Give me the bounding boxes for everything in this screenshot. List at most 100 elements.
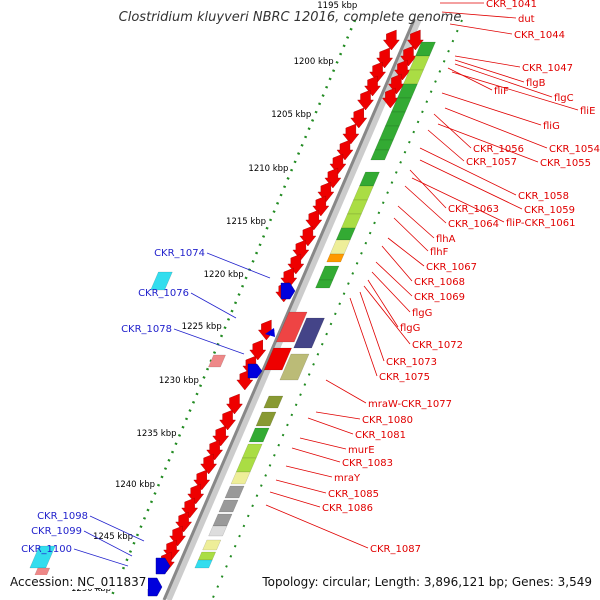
cog-box (202, 539, 222, 551)
gene-arrow-blue (155, 557, 171, 575)
map-title: Clostridium kluyveri NBRC 12016, complet… (0, 10, 600, 25)
leader-line (447, 67, 493, 91)
tick-label: 1195 kbp (317, 1, 357, 11)
tick-label: 1205 kbp (271, 110, 311, 120)
leader-line (444, 107, 548, 149)
cog-box (194, 559, 213, 569)
tick-label: 1200 kbp (294, 57, 334, 67)
leader-line (441, 11, 517, 19)
gene-arrow-blue (147, 577, 163, 597)
gene-arrow-red (357, 89, 374, 111)
cog-box (315, 279, 334, 289)
leader-line (269, 491, 321, 508)
cog-box (385, 111, 406, 127)
cog-box (263, 347, 292, 371)
tick-label: 1250 kbp (71, 584, 111, 594)
gene-label: flgB (526, 78, 546, 89)
gene-label: CKR_1074 (154, 248, 205, 259)
tick-label: 1240 kbp (115, 480, 155, 490)
cog-box (397, 83, 418, 99)
cog-box (359, 171, 380, 187)
gene-label: mraY (334, 473, 361, 484)
gene-label: murE (348, 445, 375, 456)
leader-line (285, 465, 333, 478)
gene-arrow-blue (247, 363, 263, 379)
leader-line (393, 217, 429, 252)
leader-line (173, 328, 245, 355)
gene-label: fliP-CKR_1061 (506, 218, 575, 229)
gene-label: CKR_1072 (412, 340, 463, 351)
tick-label: 1210 kbp (248, 164, 288, 174)
leader-line (409, 169, 447, 209)
tick-label: 1230 kbp (159, 376, 199, 386)
leader-line (89, 515, 145, 542)
tick-label: 1235 kbp (136, 429, 176, 439)
leader-line (367, 279, 399, 328)
cog-box (241, 443, 263, 459)
gene-label: CKR_1087 (370, 544, 421, 555)
leader-line (291, 447, 341, 463)
gene-label: CKR_1083 (342, 458, 393, 469)
gene-arrow-red (342, 123, 360, 145)
leader-line (359, 291, 385, 362)
gene-arrow-red (249, 339, 267, 361)
leader-line (411, 177, 505, 223)
leader-line (437, 123, 539, 163)
gene-arrow-red (381, 87, 399, 109)
cog-box (370, 149, 390, 161)
gene-label: CKR_1073 (386, 357, 437, 368)
gene-label: CKR_1069 (414, 292, 465, 303)
gene-label: CKR_1078 (121, 324, 172, 335)
leader-line (404, 185, 447, 224)
gene-label: CKR_1085 (328, 489, 379, 500)
gene-label: CKR_1098 (37, 511, 88, 522)
gene-label: CKR_1076 (138, 288, 189, 299)
gene-arrow-red (382, 29, 400, 51)
accession-text: Accession: NC_011837 (8, 575, 149, 589)
gene-label: CKR_1056 (473, 144, 524, 155)
gene-label: CKR_1063 (448, 204, 499, 215)
gene-arrow-red (406, 29, 424, 51)
gene-label: CKR_1055 (540, 158, 591, 169)
gene-label: CKR_1081 (355, 430, 406, 441)
cog-box (415, 41, 436, 57)
cog-box (197, 551, 216, 561)
cog-box (235, 457, 257, 473)
gene-label: flgC (554, 93, 574, 104)
gene-label: CKR_1064 (448, 219, 499, 230)
cog-box (353, 185, 374, 201)
cog-box (218, 499, 239, 513)
leader-line (419, 159, 523, 210)
leader-line (454, 55, 521, 68)
cog-box (212, 513, 233, 527)
gene-label: dut (518, 14, 535, 25)
summary-text: Topology: circular; Length: 3,896,121 bp… (260, 575, 594, 589)
leader-line (454, 59, 525, 83)
leader-line (371, 271, 411, 313)
backbone-shadow (164, 18, 422, 600)
cog-box (224, 485, 245, 499)
gene-arrow-red (219, 409, 237, 431)
gene-arrow-blue (265, 328, 275, 337)
leader-line (206, 252, 271, 279)
gene-label: CKR_1080 (362, 415, 413, 426)
cog-box (255, 411, 277, 427)
leader-line (433, 113, 472, 149)
gene-arrow-red (200, 453, 218, 475)
leader-line (427, 129, 465, 162)
gene-label: CKR_1058 (518, 191, 569, 202)
cog-box (347, 199, 368, 215)
cog-box (263, 395, 284, 409)
tick-layer: 1195 kbp 1200 kbp 1205 kbp 1210 kbp 1215 kbp… (71, 1, 463, 600)
gene-arrow-red (292, 239, 310, 261)
tick-label: 1245 kbp (93, 532, 133, 542)
leader-line (381, 245, 413, 282)
leader-line (363, 285, 411, 345)
gene-label: CKR_1067 (426, 262, 477, 273)
gene-label: fliF (494, 86, 509, 97)
leader-line (451, 71, 579, 111)
leader-line (419, 147, 517, 196)
leader-line (441, 92, 542, 126)
gene-label: CKR_1041 (486, 0, 537, 10)
cog-box (326, 253, 345, 263)
